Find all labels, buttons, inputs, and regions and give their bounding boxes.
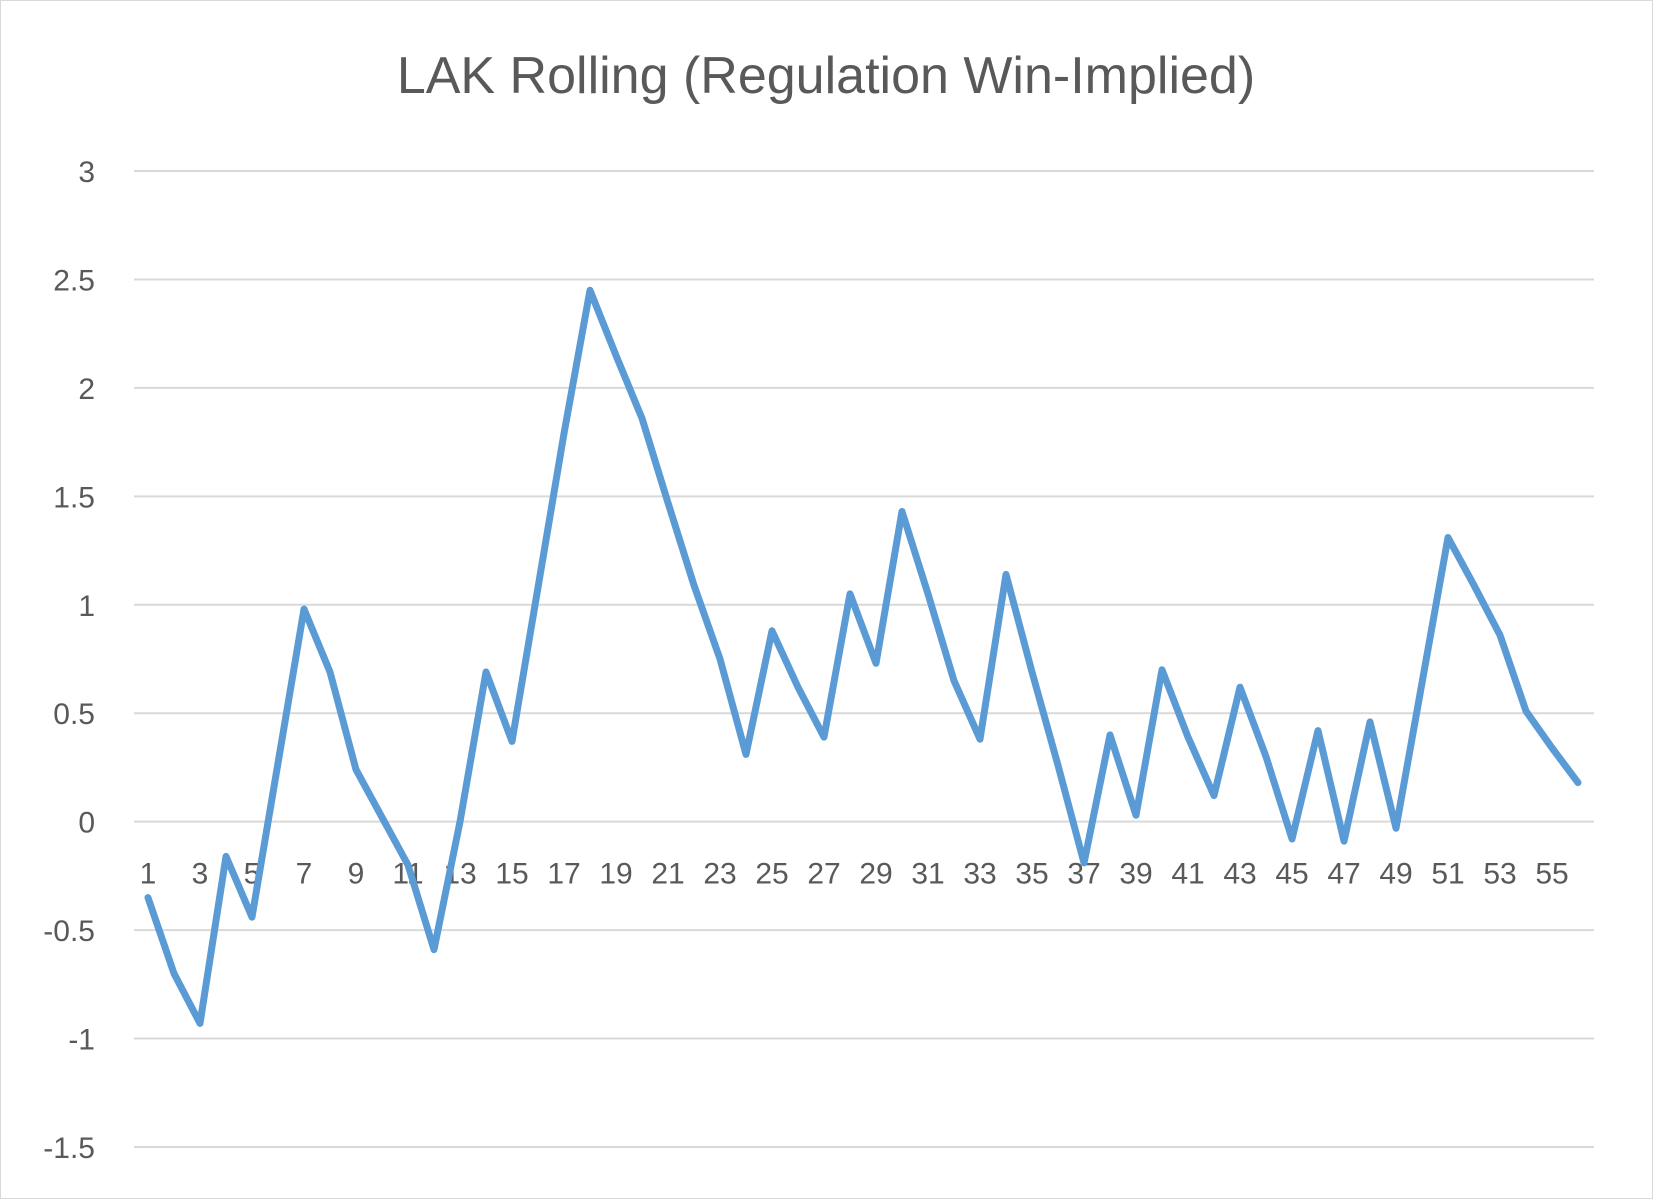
chart-title: LAK Rolling (Regulation Win-Implied): [397, 47, 1255, 105]
x-tick-label: 21: [651, 858, 684, 891]
x-tick-label: 7: [296, 858, 313, 891]
x-tick-label: 51: [1431, 858, 1464, 891]
y-tick-label: 0: [78, 807, 95, 840]
x-tick-label: 3: [192, 858, 209, 891]
y-tick-label: 2.5: [53, 264, 95, 297]
y-tick-label: 2: [78, 373, 95, 406]
series-line: [144, 286, 1582, 1027]
y-tick-label: -1: [68, 1024, 95, 1057]
x-axis-ticks: 1 3 5 7 9 11 13 15 17 19 21 23 25 27 29 31 33 35 37 39 41 43 4…: [140, 858, 1569, 891]
x-tick-label: 35: [1015, 858, 1048, 891]
x-tick-label: 27: [807, 858, 840, 891]
y-tick-label: 1.5: [53, 481, 95, 514]
x-tick-label: 39: [1119, 858, 1152, 891]
y-tick-label: 0.5: [53, 698, 95, 731]
x-tick-label: 49: [1379, 858, 1412, 891]
x-tick-label: 43: [1223, 858, 1256, 891]
x-tick-label: 29: [859, 858, 892, 891]
x-tick-label: 19: [599, 858, 632, 891]
x-tick-label: 17: [547, 858, 580, 891]
x-tick-label: 25: [755, 858, 788, 891]
y-tick-label: 3: [78, 156, 95, 189]
x-tick-label: 47: [1327, 858, 1360, 891]
x-tick-label: 23: [703, 858, 736, 891]
y-tick-label: 1: [78, 590, 95, 623]
y-axis-ticks: 3 2.5 2 1.5 1 0.5 0 -0.5 -1 -1.5: [43, 156, 95, 1165]
y-tick-label: -0.5: [43, 915, 95, 948]
x-tick-label: 55: [1535, 858, 1568, 891]
x-tick-label: 41: [1171, 858, 1204, 891]
gridlines: [134, 170, 1594, 1148]
x-tick-label: 9: [348, 858, 365, 891]
x-tick-label: 53: [1483, 858, 1516, 891]
x-tick-label: 1: [140, 858, 157, 891]
y-tick-label: -1.5: [43, 1132, 95, 1165]
x-tick-label: 33: [963, 858, 996, 891]
series-layer: [144, 286, 1582, 1027]
x-tick-label: 45: [1275, 858, 1308, 891]
x-tick-label: 31: [911, 858, 944, 891]
x-tick-label: 15: [495, 858, 528, 891]
